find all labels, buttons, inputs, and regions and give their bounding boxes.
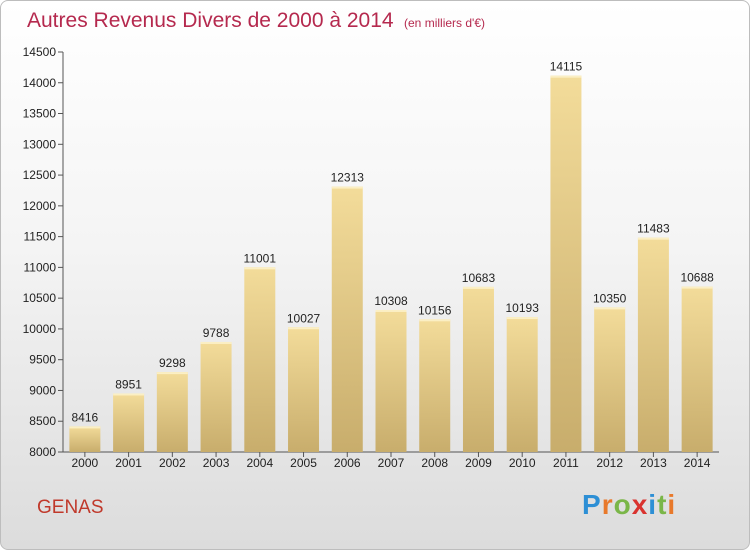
bar [113, 393, 145, 452]
y-tick-label: 11000 [24, 260, 57, 274]
bar [244, 267, 276, 452]
x-tick-label: 2013 [640, 456, 667, 470]
x-tick-label: 2001 [115, 456, 142, 470]
x-tick-label: 2009 [465, 456, 492, 470]
y-tick-label: 10000 [23, 322, 57, 336]
brand-letter: i [667, 489, 677, 520]
bar [506, 317, 538, 452]
brand-letter: i [648, 489, 658, 520]
data-label: 10308 [374, 294, 408, 308]
bar-top-edge [244, 267, 276, 270]
chart-title: Autres Revenus Divers de 2000 à 2014 (en… [27, 9, 485, 33]
bar [69, 426, 101, 452]
bar-top-edge [331, 186, 363, 189]
x-tick-label: 2005 [290, 456, 317, 470]
data-label: 9298 [159, 356, 186, 370]
y-tick-label: 11500 [24, 230, 57, 244]
bar-top-edge [462, 286, 494, 289]
y-tick-label: 14000 [23, 76, 57, 90]
bar [288, 327, 320, 452]
bar [156, 372, 188, 452]
x-tick-label: 2011 [553, 456, 579, 470]
y-tick-label: 10500 [23, 291, 57, 305]
x-tick-label: 2007 [378, 456, 405, 470]
data-label: 10688 [680, 271, 714, 285]
bar-top-edge [375, 309, 407, 312]
x-tick-label: 2006 [334, 456, 361, 470]
bar-top-edge [113, 393, 145, 396]
chart-subtitle: (en milliers d'€) [404, 16, 485, 30]
y-tick-label: 12500 [23, 168, 57, 182]
bar-top-edge [200, 341, 232, 344]
y-tick-label: 9000 [29, 383, 56, 397]
data-label: 10683 [462, 271, 496, 285]
x-tick-label: 2012 [596, 456, 623, 470]
bar [419, 319, 451, 452]
data-label: 10027 [287, 311, 321, 325]
chart-title-main: Autres Revenus Divers de 2000 à 2014 [27, 9, 394, 32]
y-tick-label: 8000 [29, 445, 56, 459]
bar [200, 341, 232, 452]
y-tick-label: 12000 [23, 199, 57, 213]
bar [331, 186, 363, 453]
x-tick-label: 2004 [246, 456, 273, 470]
bar [637, 237, 669, 452]
x-tick-label: 2003 [203, 456, 230, 470]
data-label: 12313 [331, 171, 365, 185]
data-label: 9788 [203, 326, 230, 340]
brand-letter: x [631, 489, 649, 520]
x-tick-label: 2014 [684, 456, 711, 470]
bar-top-edge [506, 317, 538, 320]
data-label: 10193 [506, 301, 540, 315]
bar [462, 286, 494, 452]
y-tick-label: 13000 [23, 137, 57, 151]
bar [594, 307, 626, 452]
brand-letter: P [582, 489, 602, 520]
city-label: GENAS [37, 497, 104, 518]
brand-letter: o [613, 489, 632, 520]
bar [550, 75, 582, 452]
bar-top-edge [681, 286, 713, 289]
x-tick-label: 2010 [509, 456, 536, 470]
data-label: 14115 [550, 60, 583, 74]
x-tick-label: 2000 [72, 456, 99, 470]
bar-top-edge [594, 307, 626, 310]
y-tick-label: 8500 [29, 414, 56, 428]
bar-top-edge [550, 75, 582, 78]
data-label: 10350 [593, 291, 627, 305]
y-tick-label: 14500 [23, 45, 57, 59]
bar [681, 286, 713, 452]
bar [375, 309, 407, 452]
data-label: 11001 [244, 251, 277, 265]
data-label: 8416 [72, 410, 99, 424]
data-label: 10156 [418, 303, 452, 317]
y-tick-label: 9500 [29, 353, 56, 367]
bar-top-edge [637, 237, 669, 240]
brand-letter: t [657, 489, 668, 520]
bar-top-edge [419, 319, 451, 322]
bar-top-edge [288, 327, 320, 330]
x-tick-label: 2008 [421, 456, 448, 470]
bar-top-edge [69, 426, 101, 429]
data-label: 11483 [637, 222, 670, 236]
y-tick-label: 13500 [23, 107, 57, 121]
bar-top-edge [156, 372, 188, 375]
data-label: 8951 [115, 377, 142, 391]
brand-logo: Proxiti [582, 489, 676, 521]
brand-letter: r [601, 489, 614, 520]
x-tick-label: 2002 [159, 456, 186, 470]
